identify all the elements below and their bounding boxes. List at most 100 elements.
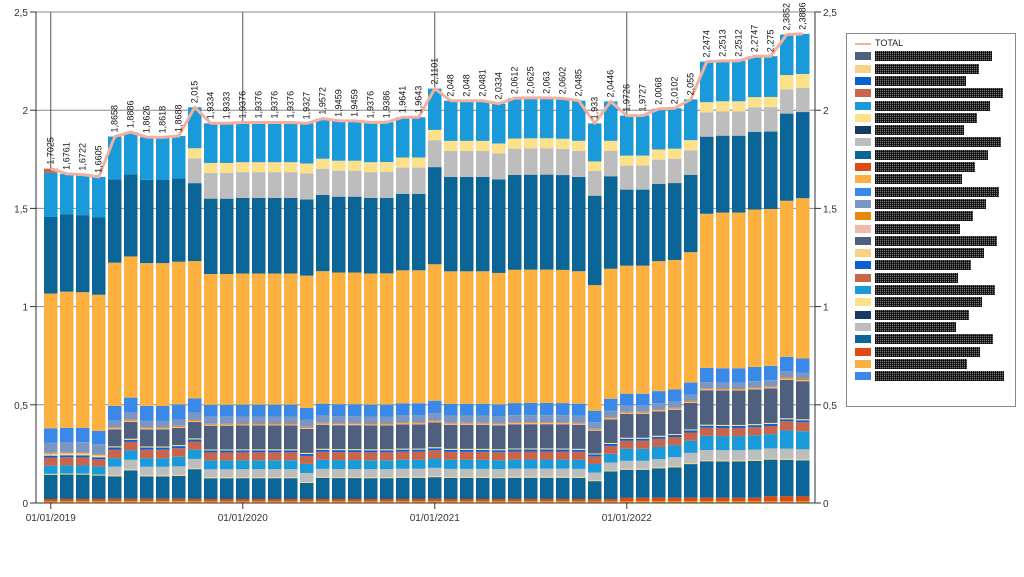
bar-segment [508,468,522,477]
bar-segment [588,456,602,464]
total-value-labels: 1,7025 1,6761 1,6722 1,6605 1,8658 1,8886 1,86… [46,2,808,173]
legend-swatch [855,101,871,110]
bar-segment [188,498,202,502]
bar-segment [604,442,618,444]
bar-segment [412,422,426,424]
total-value-label: 2,0602 [558,67,568,95]
bar-segment [492,272,506,405]
bar-segment [252,172,266,198]
bar-segment [492,450,506,453]
bar-segment [396,424,410,449]
bar-segment [588,123,602,162]
bar-segment [364,423,378,425]
bar-segment [780,459,794,497]
bar-segment [124,256,138,398]
bar-segment [668,497,682,502]
bar-segment [284,122,298,163]
bar-segment [348,501,362,503]
bar-segment [396,459,410,469]
bar-segment [780,377,794,379]
bar-segment [700,501,714,503]
bar-segment [76,474,90,499]
bar-segment [668,389,682,402]
bar-segment [348,425,362,450]
bar-segment [92,455,106,457]
bar-stack [188,107,202,503]
bar-segment [444,140,458,151]
bar-segment [492,179,506,273]
bar-segment [620,411,634,413]
bar-segment [460,150,474,178]
bar-segment [428,448,442,451]
bar-segment [460,100,474,141]
bar-stack [332,120,346,503]
bar-segment [60,173,74,215]
bar-segment [92,459,106,467]
bar-segment [44,474,58,499]
legend-label-obscured [875,248,984,259]
bar-segment [460,476,474,478]
bar-segment [396,415,410,423]
bar-segment [140,137,154,180]
bar-stack [620,115,634,503]
bar-segment [60,457,74,466]
bar-segment [508,449,522,452]
bar-segment [268,122,282,163]
bar-segment [204,172,218,199]
bar-segment [540,448,554,450]
bar-segment [172,445,186,447]
bar-segment [124,421,138,439]
bar-segment [572,100,586,141]
bar-segment [508,459,522,469]
bar-segment [412,415,426,423]
bar-segment [380,122,394,163]
bar-segment [124,469,138,471]
bar-segment [348,416,362,424]
bar-segment [492,425,506,450]
bar-segment [476,140,490,151]
bar-segment [124,397,138,413]
bar-segment [76,457,90,466]
bar-segment [332,450,346,453]
bar-segment [76,427,90,443]
legend-label-obscured [875,371,1004,382]
bar-segment [332,452,346,461]
total-value-label: 1,7025 [46,137,56,165]
bar-segment [284,424,298,426]
bar-segment [796,431,810,450]
bar-segment [188,107,202,149]
legend-item [847,296,1015,308]
bar-segment [124,412,138,420]
x-tick-label: 01/01/2019 [26,513,76,524]
y-tick-label-right: 0,5 [823,401,837,412]
bar-segment [284,499,298,502]
bar-segment [348,170,362,197]
legend-swatch [855,89,871,98]
bar-segment [684,464,698,498]
bar-segment [332,499,346,502]
bar-segment [396,501,410,503]
bar-segment [92,444,106,455]
legend-label-obscured [875,51,992,62]
bar-stack [604,101,618,503]
legend-label-obscured [875,137,1001,148]
bar-stack [204,123,218,503]
bar-segment [268,477,282,479]
bar-segment [236,416,250,424]
bar-stack [588,123,602,503]
legend-swatch [855,347,871,356]
bar-segment [348,196,362,273]
bar-stack [236,122,250,503]
bar-segment [428,167,442,265]
bar-segment [396,422,410,424]
total-value-label: 2,1101 [430,58,440,85]
y-tick-label-left: 2 [22,106,28,117]
bar-segment [588,463,602,473]
bar-segment [396,449,410,452]
bar-segment [604,101,618,141]
bar-segment [700,450,714,461]
bar-segment [268,478,282,500]
bar-segment [524,501,538,503]
bar-segment [396,403,410,416]
bar-segment [380,449,394,451]
